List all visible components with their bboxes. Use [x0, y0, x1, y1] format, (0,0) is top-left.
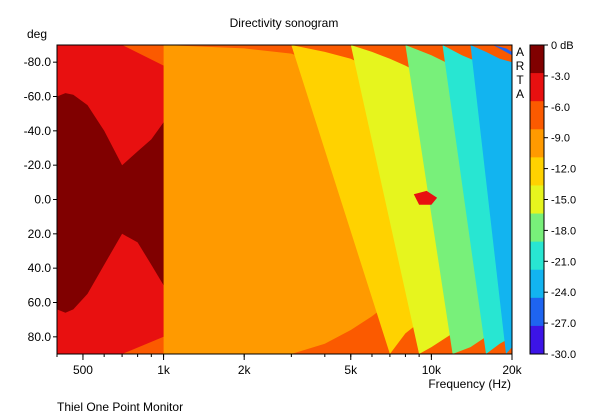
chart-title: Directivity sonogram	[230, 16, 339, 30]
colorbar-swatch	[530, 45, 544, 74]
colorbar-label: -3.0	[551, 71, 570, 83]
colorbar-label: -24.0	[551, 287, 576, 299]
colorbar-swatch	[530, 325, 544, 355]
colorbar-swatch	[530, 101, 544, 130]
plot-area	[56, 44, 513, 355]
colorbar-swatch	[530, 185, 544, 215]
colorbar-swatch	[530, 297, 544, 327]
x-tick-label: 1k	[157, 363, 171, 377]
colorbar-swatch	[530, 241, 544, 271]
colorbar-swatch	[530, 157, 544, 186]
band-minus-24	[470, 45, 512, 354]
y-tick-label: 60.0	[28, 296, 52, 310]
band-minus-27	[493, 45, 512, 56]
x-tick-label: 2k	[238, 363, 252, 377]
colorbar-frame	[529, 44, 545, 355]
colorbar-label: -9.0	[551, 133, 570, 145]
x-tick-label: 500	[73, 363, 93, 377]
watermark-letter: T	[516, 73, 524, 87]
y-tick-label: -20.0	[24, 158, 52, 172]
watermark-letter: A	[516, 45, 524, 59]
watermark-letter: A	[516, 87, 524, 101]
colorbar-swatch	[530, 269, 544, 299]
y-tick-label: 80.0	[28, 330, 52, 344]
x-axis: 500 1k 2k 5k 10k 20k	[56, 354, 523, 377]
x-axis-label: Frequency (Hz)	[428, 377, 511, 391]
y-tick-label: -40.0	[24, 124, 52, 138]
island-0	[413, 190, 438, 205]
contour-layer	[57, 45, 512, 354]
y-axis-label: deg	[27, 27, 47, 41]
y-tick-label: 20.0	[28, 227, 52, 241]
colorbar-swatch	[530, 73, 544, 102]
y-tick-label: 0.0	[34, 193, 51, 207]
x-tick-label: 10k	[422, 363, 442, 377]
y-axis: -80.0 -60.0 -40.0 -20.0 0.0 20.0 40.0 60.0 80.0	[24, 55, 57, 344]
colorbar-label: -6.0	[551, 102, 570, 114]
colorbar-swatch	[530, 213, 544, 243]
colorbar-label: -12.0	[551, 164, 576, 176]
colorbar-label: 0 dB	[551, 40, 574, 52]
colorbar-label: -27.0	[551, 318, 576, 330]
y-tick-label: -60.0	[24, 90, 52, 104]
watermark-letter: R	[516, 59, 525, 73]
colorbar-label: -15.0	[551, 195, 576, 207]
colorbar: 0 dB -3.0 -6.0 -9.0 -12.0 -15.0 -18.0 -21.0 -24.…	[530, 40, 576, 361]
colorbar-swatch	[530, 129, 544, 158]
chart-caption: Thiel One Point Monitor	[57, 400, 183, 414]
x-tick-label: 20k	[502, 363, 522, 377]
y-tick-label: 40.0	[28, 261, 52, 275]
y-tick-label: -80.0	[24, 55, 52, 69]
colorbar-label: -18.0	[551, 225, 576, 237]
colorbar-label: -30.0	[551, 349, 576, 361]
x-tick-label: 5k	[344, 363, 358, 377]
colorbar-label: -21.0	[551, 256, 576, 268]
